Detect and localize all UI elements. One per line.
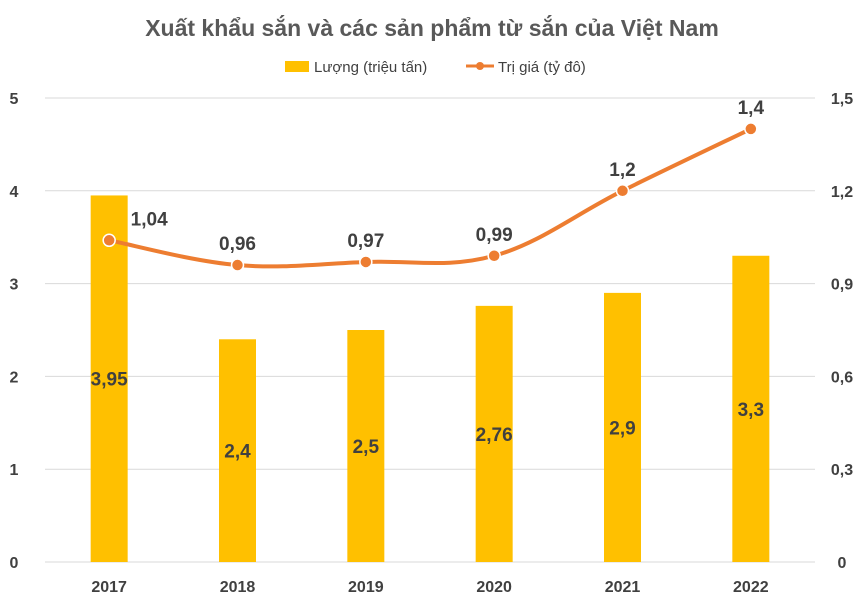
y-right-tick-label: 1,2 (831, 184, 853, 201)
bar-data-label: 2,76 (476, 425, 513, 446)
line-point (102, 233, 116, 248)
line-labels: 1,04 0,96 0,97 0,99 1,2 1,4 (131, 98, 765, 255)
bar (475, 305, 513, 562)
bar (732, 255, 770, 562)
y-right-tick-label: 0,3 (831, 462, 853, 479)
y-axis-left: 0 1 2 3 4 5 (10, 91, 19, 572)
y-right-tick-label: 0,6 (831, 369, 853, 386)
y-left-tick-label: 5 (10, 91, 19, 108)
y-left-tick-label: 0 (10, 555, 19, 572)
x-tick-label: 2019 (348, 579, 384, 596)
bar-data-label: 3,3 (738, 400, 764, 421)
x-tick-label: 2022 (733, 579, 769, 596)
bar-data-label: 2,9 (609, 418, 635, 439)
line-data-label: 1,4 (738, 98, 765, 119)
bar-data-label: 2,4 (224, 442, 251, 463)
legend-label-bar: Lượng (triệu tấn) (314, 59, 427, 76)
legend-label-line: Trị giá (tỷ đô) (498, 59, 586, 76)
y-axis-right: 0 0,3 0,6 0,9 1,2 1,5 (831, 91, 853, 572)
bar (90, 195, 128, 562)
bar (347, 330, 385, 562)
y-right-tick-label: 0 (838, 555, 847, 572)
legend: Lượng (triệu tấn) Trị giá (tỷ đô) (285, 59, 586, 76)
line-data-label: 1,04 (131, 209, 168, 230)
y-right-tick-label: 0,9 (831, 277, 853, 294)
x-tick-label: 2020 (476, 579, 512, 596)
line-point (744, 122, 758, 136)
y-left-tick-label: 4 (10, 184, 19, 201)
line-data-label: 0,97 (347, 231, 384, 252)
bar-data-label: 2,5 (353, 437, 380, 458)
x-tick-label: 2017 (91, 579, 127, 596)
bar-data-label: 3,95 (91, 370, 128, 391)
legend-swatch-bar (285, 61, 309, 72)
legend-marker-line (476, 62, 484, 70)
line-data-label: 0,96 (219, 234, 256, 255)
y-left-tick-label: 1 (10, 462, 19, 479)
chart-title: Xuất khẩu sắn và các sản phẩm từ sắn của… (145, 14, 719, 41)
line-point (615, 184, 630, 198)
line-point (230, 258, 245, 272)
y-left-tick-label: 2 (10, 369, 19, 386)
line-data-label: 0,99 (476, 225, 513, 246)
x-axis: 2017 2018 2019 2020 2021 2022 (91, 579, 768, 596)
x-tick-label: 2018 (220, 579, 256, 596)
bar-labels: 3,95 2,4 2,5 2,76 2,9 3,3 (91, 370, 764, 463)
line-point (487, 249, 501, 263)
line-series (107, 126, 753, 269)
y-right-tick-label: 1,5 (831, 91, 853, 108)
bar (604, 292, 641, 562)
line-points (102, 122, 758, 272)
bar-series (90, 195, 770, 562)
y-left-tick-label: 3 (10, 277, 19, 294)
line-data-label: 1,2 (609, 160, 635, 181)
line-point (359, 255, 373, 269)
gridlines (45, 97, 815, 563)
x-tick-label: 2021 (605, 579, 641, 596)
bar (219, 339, 256, 562)
